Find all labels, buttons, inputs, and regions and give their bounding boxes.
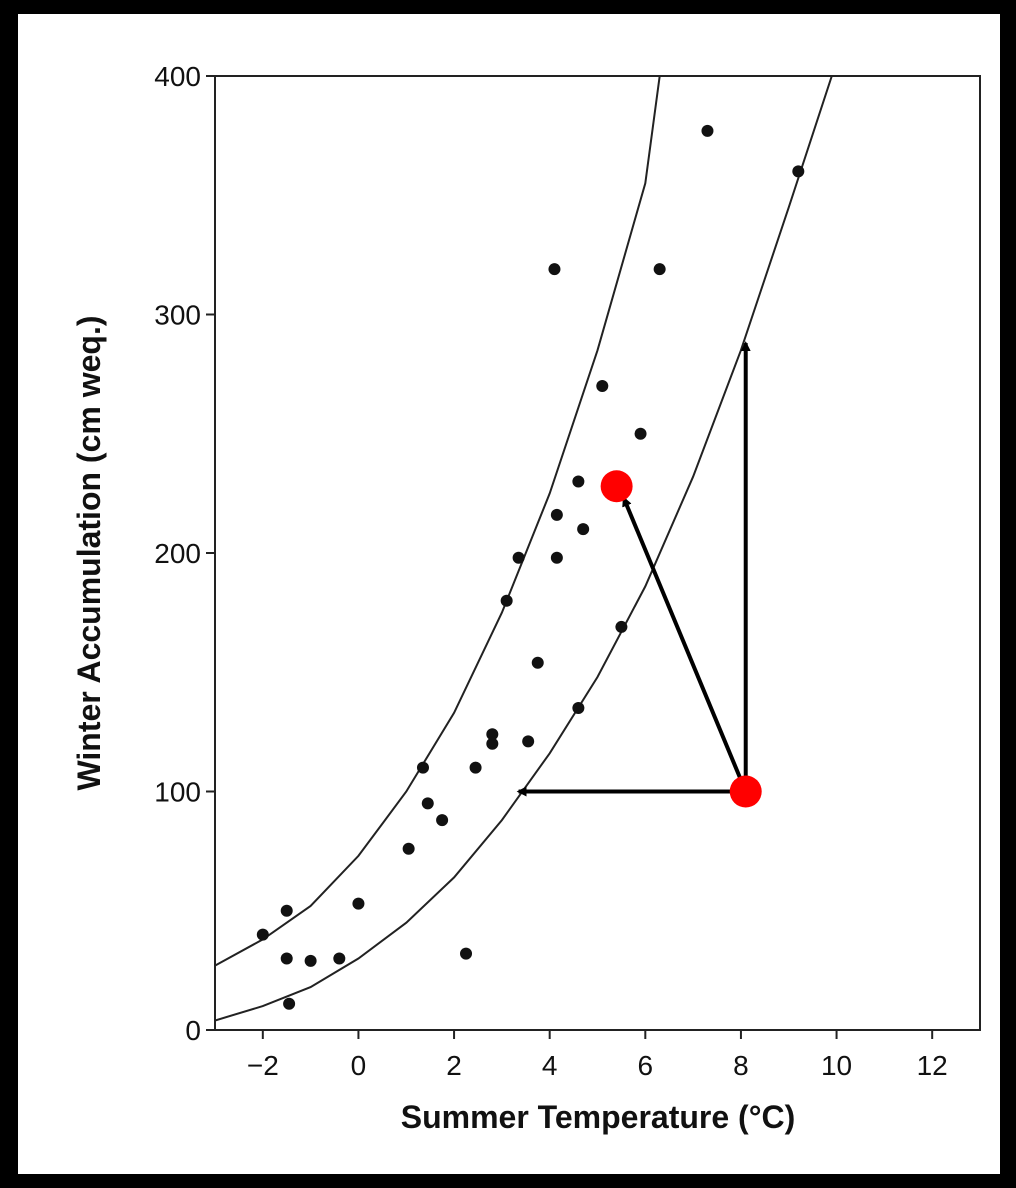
data-point: [486, 737, 499, 750]
data-point: [572, 702, 585, 715]
data-point: [615, 620, 628, 633]
y-tick-label: 200: [154, 538, 201, 569]
y-axis-label: Winter Accumulation (cm weq.): [71, 315, 107, 790]
data-point: [256, 928, 269, 941]
x-axis-label: Summer Temperature (°C): [401, 1099, 796, 1135]
data-point: [550, 508, 563, 521]
data-point: [333, 952, 346, 965]
data-point: [280, 904, 293, 917]
data-point: [522, 735, 535, 748]
data-point: [352, 897, 365, 910]
highlight-point: [729, 775, 762, 808]
data-point: [304, 954, 317, 967]
data-point: [283, 997, 296, 1010]
x-tick-label: 2: [446, 1050, 462, 1081]
scatter-chart: −2 0 2 4 6 8 10 12 0 100 200 300 400 Summer Temperat…: [71, 61, 981, 1135]
data-point: [596, 380, 609, 393]
x-tick-label: 6: [638, 1050, 654, 1081]
data-point: [436, 814, 449, 827]
data-point: [577, 523, 590, 536]
data-point: [469, 761, 482, 774]
y-tick-label: 400: [154, 61, 201, 92]
x-tick-label: 4: [542, 1050, 558, 1081]
upper-envelope-curve: [215, 76, 661, 967]
lower-envelope-curve: [215, 76, 833, 1022]
data-point: [416, 761, 429, 774]
highlight-point: [600, 470, 633, 503]
data-point: [421, 797, 434, 810]
data-point: [486, 728, 499, 741]
data-point: [500, 594, 513, 607]
x-tick-label: −2: [247, 1050, 279, 1081]
data-point: [701, 124, 714, 137]
data-point: [548, 263, 561, 276]
data-point: [792, 165, 805, 178]
annotation-arrow: [621, 496, 748, 793]
figure-panel: −2 0 2 4 6 8 10 12 0 100 200 300 400 Summer Temperat…: [18, 14, 1000, 1174]
data-point: [512, 551, 525, 564]
y-tick-label: 300: [154, 300, 201, 331]
y-tick-label: 100: [154, 777, 201, 808]
y-tick-label: 0: [185, 1015, 201, 1046]
data-point: [572, 475, 585, 488]
data-point: [531, 656, 544, 669]
data-point: [402, 842, 415, 855]
x-tick-label: 0: [351, 1050, 367, 1081]
x-tick-label: 8: [733, 1050, 749, 1081]
data-point: [550, 551, 563, 564]
x-tick-label: 10: [821, 1050, 852, 1081]
data-point: [653, 263, 666, 276]
data-point: [634, 427, 647, 440]
x-tick-label: 12: [917, 1050, 948, 1081]
data-point: [280, 952, 293, 965]
data-point: [460, 947, 473, 960]
